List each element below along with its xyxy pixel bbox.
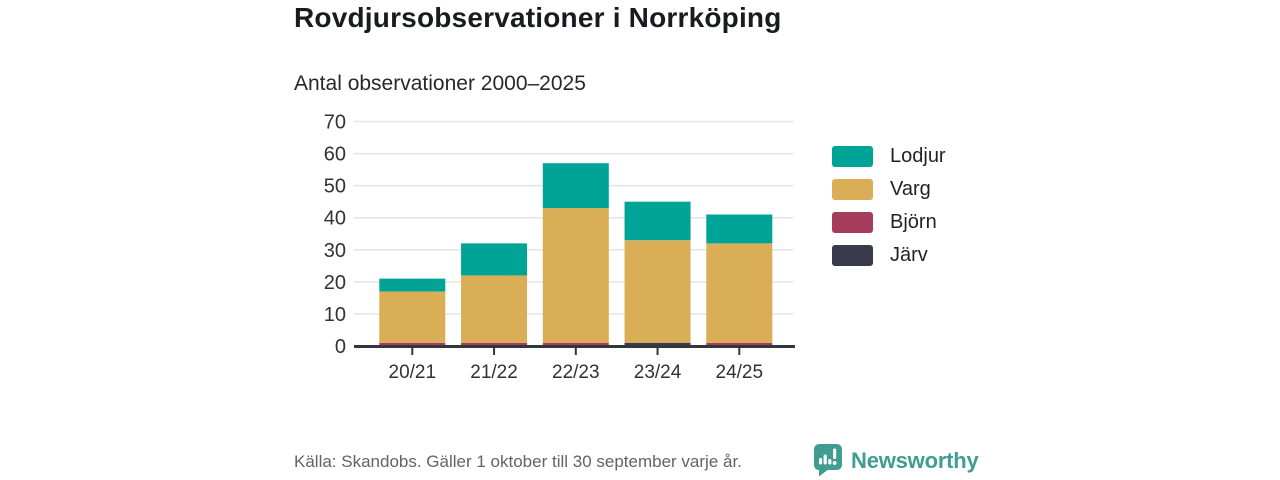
legend-label: Lodjur (890, 145, 946, 167)
x-tick-label: 24/25 (716, 362, 764, 383)
legend-item-lodjur: Lodjur (832, 145, 946, 168)
bar-segment-bjorn (542, 342, 609, 346)
bar-segment-varg (542, 208, 609, 343)
y-tick-label: 70 (324, 112, 346, 134)
bar-segment-varg (461, 275, 528, 343)
legend-swatch-bjorn (832, 212, 873, 233)
y-tick-label: 0 (335, 336, 346, 358)
x-tick-label: 21/22 (470, 362, 518, 383)
y-tick-label: 60 (324, 144, 346, 166)
legend-swatch-jarv (832, 245, 873, 266)
source-note: Källa: Skandobs. Gäller 1 oktober till 3… (294, 452, 742, 471)
legend-swatch-lodjur (832, 146, 873, 167)
y-tick-label: 20 (324, 272, 346, 294)
bar-segment-bjorn (706, 342, 773, 346)
chart-legend: Lodjur Varg Björn Järv (832, 145, 946, 277)
bar-segment-bjorn (379, 342, 446, 346)
bar-segment-varg (706, 243, 773, 343)
x-tick-label: 22/23 (552, 362, 600, 383)
x-tick-label: 23/24 (634, 362, 682, 383)
newsworthy-wordmark: Newsworthy (851, 447, 979, 473)
chart-title: Rovdjursobservationer i Norrköping (294, 2, 782, 33)
bar-segment-jarv (624, 342, 691, 346)
newsworthy-logo[interactable]: Newsworthy (813, 444, 979, 477)
bar-segment-lodjur (624, 201, 691, 241)
bar-segment-lodjur (379, 278, 446, 292)
legend-label: Björn (890, 211, 937, 233)
legend-label: Järv (890, 244, 928, 266)
bar-segment-bjorn (461, 342, 528, 346)
legend-swatch-varg (832, 179, 873, 200)
y-tick-label: 30 (324, 240, 346, 262)
newsworthy-icon (814, 444, 842, 477)
legend-item-jarv: Järv (832, 244, 946, 267)
legend-label: Varg (890, 178, 931, 200)
y-tick-label: 50 (324, 176, 346, 198)
chart-subtitle: Antal observationer 2000–2025 (294, 72, 586, 95)
y-tick-label: 40 (324, 208, 346, 230)
legend-item-bjorn: Björn (832, 211, 946, 234)
bar-segment-varg (379, 291, 446, 343)
bar-segment-lodjur (706, 214, 773, 244)
x-tick-label: 20/21 (389, 362, 437, 383)
legend-item-varg: Varg (832, 178, 946, 201)
bar-segment-lodjur (461, 243, 528, 276)
bar-segment-lodjur (542, 163, 609, 209)
y-tick-label: 10 (324, 304, 346, 326)
bar-segment-varg (624, 240, 691, 343)
